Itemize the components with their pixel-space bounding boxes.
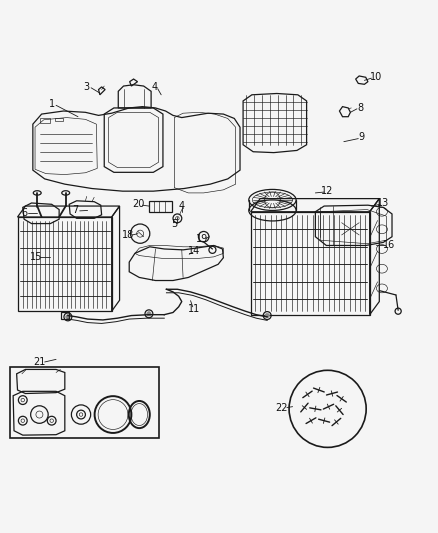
Text: 9: 9	[358, 132, 364, 142]
Text: 20: 20	[132, 199, 144, 209]
Bar	[10, 367, 159, 438]
Circle shape	[66, 314, 70, 319]
Circle shape	[147, 312, 151, 316]
Text: 4: 4	[151, 82, 157, 92]
Text: 6: 6	[21, 208, 27, 218]
Bar	[61, 312, 69, 319]
Text: 4: 4	[179, 201, 185, 211]
Text: 21: 21	[33, 357, 46, 367]
Text: 1: 1	[49, 100, 55, 109]
Text: 18: 18	[122, 230, 134, 240]
Bar	[40, 118, 50, 123]
Text: 19: 19	[196, 235, 208, 244]
Bar	[149, 201, 172, 212]
Text: 10: 10	[370, 72, 382, 82]
Circle shape	[265, 313, 269, 318]
Text: 15: 15	[30, 252, 42, 262]
Text: 5: 5	[171, 219, 177, 229]
Text: 11: 11	[187, 304, 200, 314]
Text: 12: 12	[321, 186, 334, 196]
Text: 7: 7	[72, 205, 78, 215]
Text: 14: 14	[187, 246, 200, 256]
Text: 3: 3	[84, 82, 90, 92]
Text: 8: 8	[357, 103, 363, 113]
Text: 13: 13	[377, 198, 389, 208]
Text: 16: 16	[383, 240, 395, 251]
Text: 22: 22	[275, 402, 287, 413]
Bar	[55, 118, 63, 121]
